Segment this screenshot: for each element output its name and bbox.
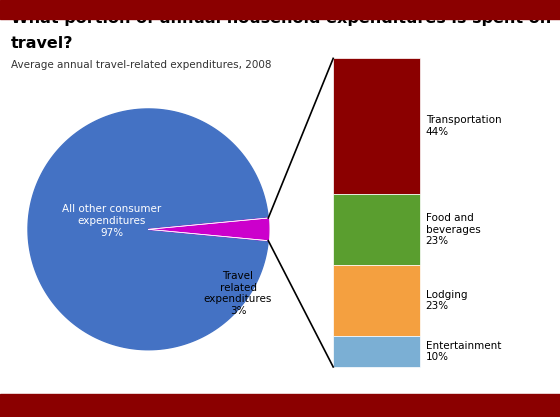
Text: Transportation
44%: Transportation 44% — [426, 116, 501, 137]
Polygon shape — [148, 218, 269, 241]
Text: What portion of annual household expenditures is spent on: What portion of annual household expendi… — [11, 11, 552, 26]
Text: Average annual travel-related expenditures, 2008: Average annual travel-related expenditur… — [11, 60, 272, 70]
Bar — [333, 265, 420, 336]
Bar — [333, 336, 420, 367]
Bar — [0, 0, 560, 19]
Text: Source: U.S. Bureau of Labor Statistics: Source: U.S. Bureau of Labor Statistics — [11, 400, 199, 410]
Text: www.bls.gov: www.bls.gov — [488, 400, 549, 410]
Text: Lodging
23%: Lodging 23% — [426, 290, 467, 311]
Text: travel?: travel? — [11, 36, 74, 51]
Text: All other consumer
expenditures
97%: All other consumer expenditures 97% — [62, 204, 162, 238]
Polygon shape — [28, 109, 268, 350]
Bar — [333, 194, 420, 265]
Text: Food and
beverages
23%: Food and beverages 23% — [426, 213, 480, 246]
Bar — [0, 394, 560, 417]
Text: Entertainment
10%: Entertainment 10% — [426, 341, 501, 362]
Bar — [333, 58, 420, 194]
Text: Travel
related
expenditures
3%: Travel related expenditures 3% — [204, 271, 272, 316]
